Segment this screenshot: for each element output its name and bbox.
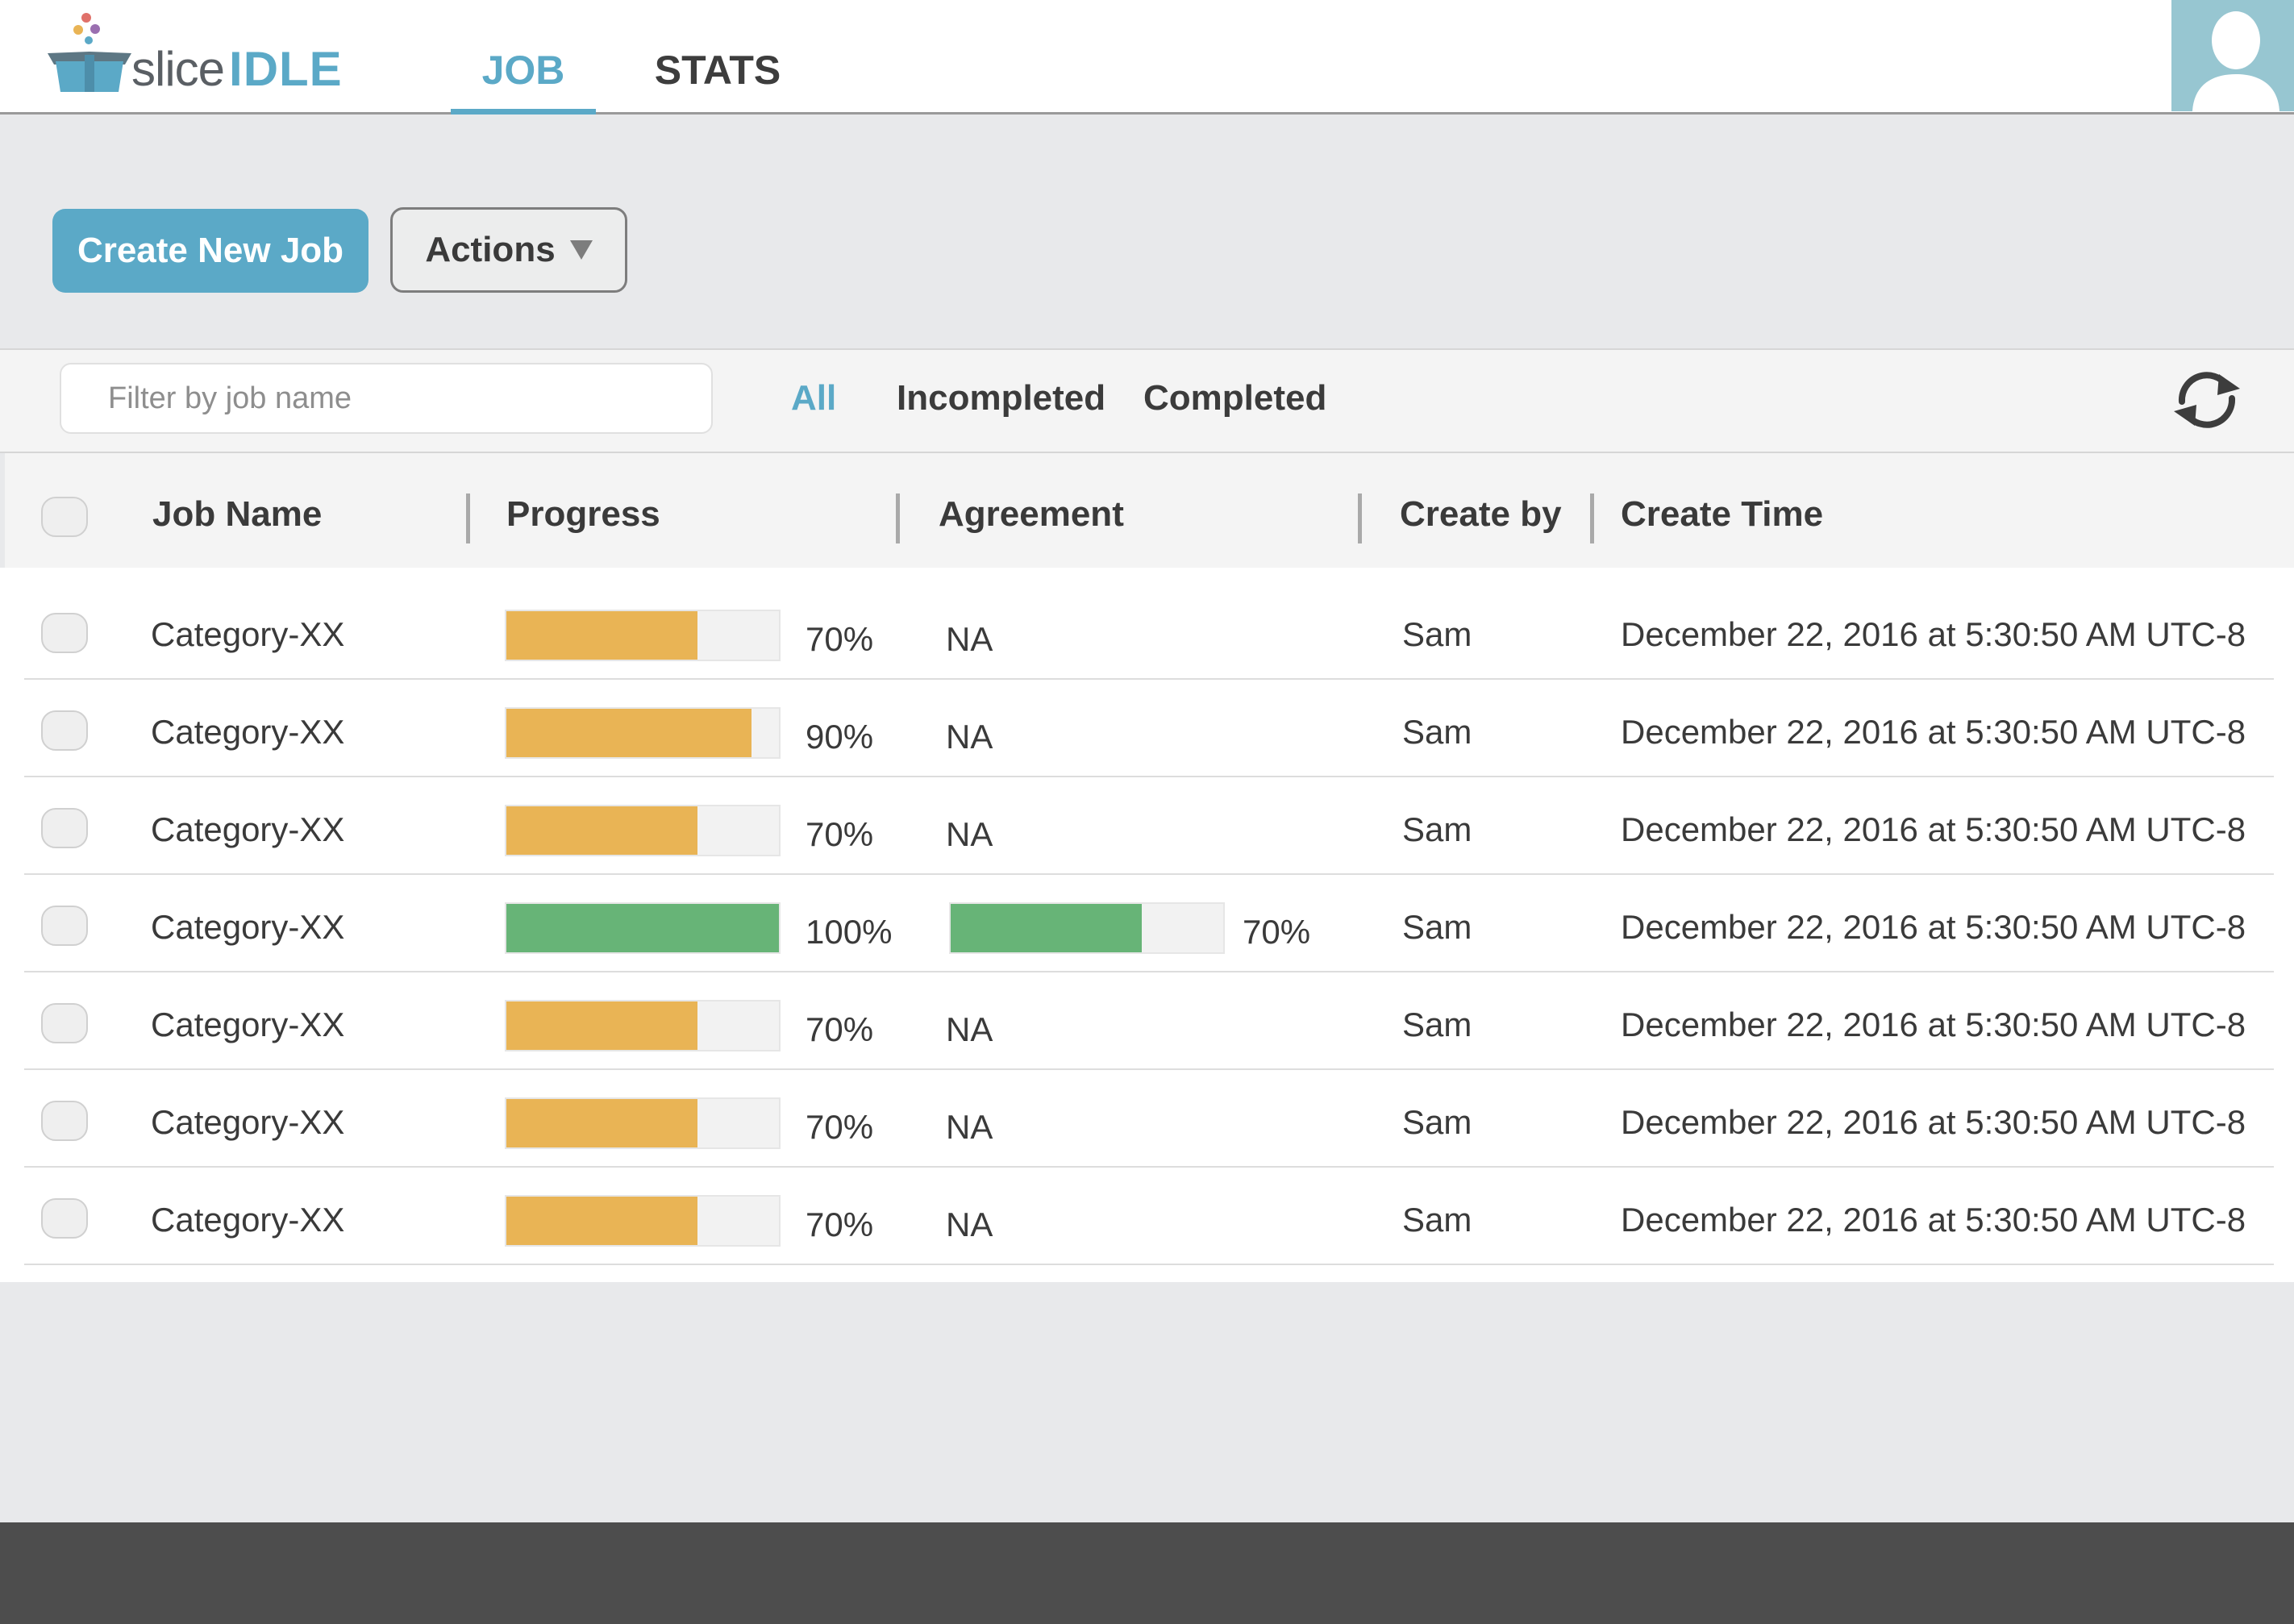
create-time: December 22, 2016 at 5:30:50 AM UTC-8 — [1621, 810, 2246, 848]
progress-bar-fill — [506, 904, 779, 952]
create-time: December 22, 2016 at 5:30:50 AM UTC-8 — [1621, 713, 2246, 751]
agreement-value: NA — [946, 718, 993, 756]
footer-bar — [0, 1522, 2294, 1624]
agreement-bar — [949, 902, 1225, 954]
create-by: Sam — [1402, 1201, 1472, 1239]
create-time: December 22, 2016 at 5:30:50 AM UTC-8 — [1621, 1103, 2246, 1141]
brand-name: slice — [131, 42, 225, 96]
column-divider[interactable] — [1358, 493, 1362, 543]
actions-label: Actions — [425, 230, 556, 269]
progress-bar — [505, 1195, 781, 1247]
create-time: December 22, 2016 at 5:30:50 AM UTC-8 — [1621, 1006, 2246, 1043]
agreement-percent: 70% — [1243, 913, 1311, 951]
table-row[interactable]: Category-XX 100% 70% Sam December 22, 2016 a… — [24, 875, 2274, 972]
brand-product: IDLE — [229, 42, 343, 96]
table-header: Job Name Progress Agreement Create by Cr… — [5, 453, 2294, 568]
job-name[interactable]: Category-XX — [151, 713, 345, 751]
create-time: December 22, 2016 at 5:30:50 AM UTC-8 — [1621, 908, 2246, 946]
gift-box-logo-icon — [48, 13, 131, 92]
agreement-value: NA — [946, 1108, 993, 1146]
job-name[interactable]: Category-XX — [151, 1201, 345, 1239]
progress-percent: 70% — [806, 1108, 874, 1146]
caret-down-icon — [569, 240, 593, 260]
column-header-progress[interactable]: Progress — [506, 494, 660, 534]
agreement-value: NA — [946, 1206, 993, 1243]
create-by: Sam — [1402, 908, 1472, 946]
progress-bar-fill — [506, 806, 697, 855]
progress-percent: 70% — [806, 1206, 874, 1243]
agreement-bar-fill — [951, 904, 1142, 952]
progress-percent: 100% — [806, 913, 893, 951]
job-name[interactable]: Category-XX — [151, 1103, 345, 1141]
filter-tab-all[interactable]: All — [791, 378, 837, 418]
progress-percent: 90% — [806, 718, 874, 756]
row-checkbox[interactable] — [41, 1198, 88, 1239]
job-name[interactable]: Category-XX — [151, 810, 345, 848]
create-time: December 22, 2016 at 5:30:50 AM UTC-8 — [1621, 1201, 2246, 1239]
row-checkbox[interactable] — [41, 710, 88, 751]
filter-job-name-input[interactable] — [60, 363, 713, 434]
row-checkbox[interactable] — [41, 1003, 88, 1043]
column-header-create-time[interactable]: Create Time — [1621, 494, 1824, 534]
column-divider[interactable] — [466, 493, 470, 543]
create-time: December 22, 2016 at 5:30:50 AM UTC-8 — [1621, 615, 2246, 653]
row-checkbox[interactable] — [41, 1101, 88, 1141]
agreement-value: NA — [946, 620, 993, 658]
top-navigation-bar: slice IDLE JOB STATS — [0, 0, 2294, 115]
create-new-job-button[interactable]: Create New Job — [52, 209, 368, 293]
table-row[interactable]: Category-XX 70% NA Sam December 22, 2016 at … — [24, 972, 2274, 1070]
progress-bar-fill — [506, 709, 752, 757]
progress-percent: 70% — [806, 1010, 874, 1048]
filter-tab-incompleted[interactable]: Incompleted — [897, 378, 1106, 418]
progress-bar — [505, 707, 781, 759]
column-header-create-by[interactable]: Create by — [1400, 494, 1562, 534]
row-checkbox[interactable] — [41, 906, 88, 946]
progress-bar — [505, 610, 781, 661]
create-by: Sam — [1402, 615, 1472, 653]
tab-job[interactable]: JOB — [451, 0, 596, 115]
progress-bar-fill — [506, 611, 697, 660]
user-avatar-icon — [2192, 11, 2279, 111]
filter-bar: All Incompleted Completed — [0, 348, 2294, 453]
brand-logo[interactable]: slice IDLE — [44, 11, 359, 100]
actions-dropdown-button[interactable]: Actions — [390, 207, 627, 293]
row-checkbox[interactable] — [41, 613, 88, 653]
job-name[interactable]: Category-XX — [151, 908, 345, 946]
agreement-value: NA — [946, 1010, 993, 1048]
create-by: Sam — [1402, 713, 1472, 751]
select-all-checkbox[interactable] — [41, 497, 88, 537]
progress-bar — [505, 902, 781, 954]
job-name[interactable]: Category-XX — [151, 615, 345, 653]
progress-bar-fill — [506, 1099, 697, 1147]
column-divider[interactable] — [896, 493, 900, 543]
table-row[interactable]: Category-XX 90% NA Sam December 22, 2016 at … — [24, 680, 2274, 777]
table-row[interactable]: Category-XX 70% NA Sam December 22, 2016 at … — [24, 1168, 2274, 1265]
progress-bar-fill — [506, 1001, 697, 1050]
progress-bar — [505, 1000, 781, 1051]
create-by: Sam — [1402, 1006, 1472, 1043]
tab-stats[interactable]: STATS — [654, 48, 781, 93]
agreement-value: NA — [946, 815, 993, 853]
progress-percent: 70% — [806, 815, 874, 853]
progress-bar — [505, 805, 781, 856]
table-row[interactable]: Category-XX 70% NA Sam December 22, 2016 at … — [24, 582, 2274, 680]
row-checkbox[interactable] — [41, 808, 88, 848]
column-header-agreement[interactable]: Agreement — [939, 494, 1124, 534]
job-name[interactable]: Category-XX — [151, 1006, 345, 1043]
job-table-body: Category-XX 70% NA Sam December 22, 2016 at … — [0, 568, 2294, 1282]
brand-wordmark: slice IDLE — [131, 45, 343, 94]
create-by: Sam — [1402, 1103, 1472, 1141]
table-row[interactable]: Category-XX 70% NA Sam December 22, 2016 at … — [24, 1070, 2274, 1168]
table-row[interactable]: Category-XX 70% NA Sam December 22, 2016 at … — [24, 777, 2274, 875]
user-avatar[interactable] — [2171, 0, 2294, 111]
create-by: Sam — [1402, 810, 1472, 848]
refresh-icon[interactable] — [2171, 368, 2243, 432]
progress-percent: 70% — [806, 620, 874, 658]
column-header-job-name[interactable]: Job Name — [152, 494, 323, 534]
progress-bar-fill — [506, 1197, 697, 1245]
column-divider[interactable] — [1590, 493, 1594, 543]
progress-bar — [505, 1097, 781, 1149]
filter-tab-completed[interactable]: Completed — [1143, 378, 1327, 418]
